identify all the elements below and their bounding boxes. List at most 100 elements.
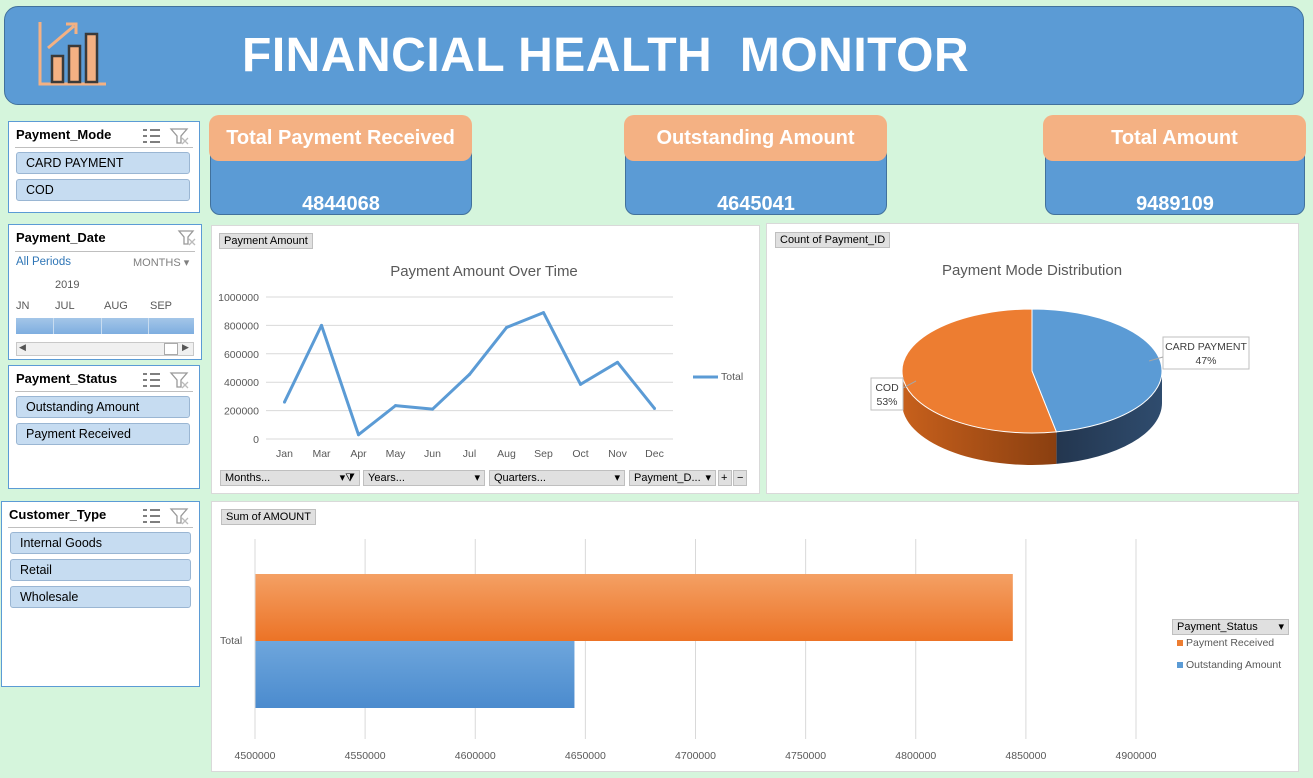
kpi-total-payment-received-label: Total Payment Received <box>209 115 472 161</box>
clear-filter-icon[interactable] <box>169 508 189 525</box>
chevron-down-icon: ▾ <box>183 257 190 269</box>
data-point[interactable] <box>357 433 360 437</box>
y-tick-label: 800000 <box>224 320 259 332</box>
bar-chart-growth-icon <box>38 22 106 86</box>
scroll-left-icon[interactable]: ◀ <box>19 343 26 353</box>
data-label-value: 47% <box>1195 355 1216 367</box>
field-button-count-payment-id[interactable]: Count of Payment_ID <box>775 232 891 248</box>
filter-applied-icon: ▾⧩ <box>339 472 355 484</box>
x-tick-label: 4750000 <box>785 750 826 762</box>
plus-icon: + <box>721 472 728 484</box>
timeline-month-aug[interactable]: AUG <box>104 300 128 312</box>
timeline-selection-bar[interactable] <box>16 318 194 334</box>
y-tick-label: 200000 <box>224 406 259 418</box>
x-tick-label: 4500000 <box>235 750 276 762</box>
slicer-item-retail[interactable]: Retail <box>10 559 191 581</box>
legend-label-total: Total <box>721 371 743 383</box>
slicer-item-payment-received[interactable]: Payment Received <box>16 423 190 445</box>
data-label-name: CARD PAYMENT <box>1165 341 1247 353</box>
data-point[interactable] <box>542 311 545 315</box>
legend-title: Payment_Status <box>1177 621 1258 633</box>
filter-button-months[interactable]: Months... ▾⧩ <box>220 470 360 486</box>
clear-filter-icon[interactable] <box>177 229 197 247</box>
slicer-item-internal-goods[interactable]: Internal Goods <box>10 532 191 554</box>
data-label-cod: COD 53% <box>870 377 904 411</box>
clear-filter-icon[interactable] <box>169 372 189 389</box>
slicer-customer-type: Customer_Type Internal Goods Retail Whol… <box>1 501 200 687</box>
filter-label: Years... <box>368 472 405 484</box>
slicer-title: Payment_Mode <box>16 127 112 142</box>
bar-outstanding-amount[interactable] <box>255 641 575 708</box>
x-tick-label: Aug <box>497 448 516 460</box>
x-tick-label: 4550000 <box>345 750 386 762</box>
legend-label-outstanding-amount: Outstanding Amount <box>1186 659 1281 671</box>
data-point[interactable] <box>579 382 582 386</box>
slicer-item-outstanding-amount[interactable]: Outstanding Amount <box>16 396 190 418</box>
kpi-total-amount-label: Total Amount <box>1043 115 1306 161</box>
x-tick-label: Sep <box>534 448 553 460</box>
data-point[interactable] <box>505 326 508 330</box>
pie-slice-cod[interactable] <box>901 308 1058 434</box>
data-label-card-payment: CARD PAYMENT 47% <box>1162 336 1250 370</box>
all-periods-label: All Periods <box>16 256 71 268</box>
field-button-payment-amount[interactable]: Payment Amount <box>219 233 313 249</box>
chevron-down-icon: ▾ <box>705 472 711 484</box>
x-tick-label: Oct <box>572 448 588 460</box>
timeline-month-sep[interactable]: SEP <box>150 300 173 312</box>
time-level-dropdown[interactable]: MONTHS ▾ <box>133 256 189 269</box>
data-point[interactable] <box>394 404 397 408</box>
line-chart-panel <box>211 225 760 494</box>
field-button-sum-of-amount[interactable]: Sum of AMOUNT <box>221 509 316 525</box>
slicer-item-cod[interactable]: COD <box>16 179 190 201</box>
x-tick-label: Dec <box>645 448 664 460</box>
chart-title: Payment Mode Distribution <box>942 262 1122 279</box>
slicer-item-card-payment[interactable]: CARD PAYMENT <box>16 152 190 174</box>
pie-slice-card-payment[interactable] <box>1031 308 1163 433</box>
legend-filter-payment-status[interactable]: Payment_Status ▾ <box>1172 619 1289 635</box>
multi-select-icon[interactable] <box>143 373 160 387</box>
timeline-scrollbar[interactable]: ◀ ▶ <box>16 342 194 356</box>
data-point[interactable] <box>653 406 656 410</box>
timeline-month-jul[interactable]: JUL <box>55 300 75 312</box>
expand-field-button[interactable]: + <box>718 470 732 486</box>
time-level-label: MONTHS <box>133 257 181 269</box>
kpi-outstanding-amount-label: Outstanding Amount <box>624 115 887 161</box>
y-tick-label: 1000000 <box>218 292 259 304</box>
x-tick-label: Nov <box>608 448 627 460</box>
multi-select-icon[interactable] <box>143 129 160 143</box>
data-point[interactable] <box>468 372 471 376</box>
collapse-field-button[interactable]: − <box>733 470 747 486</box>
dashboard-header <box>4 6 1304 105</box>
filter-button-quarters[interactable]: Quarters... ▾ <box>489 470 625 486</box>
x-tick-label: 4850000 <box>1005 750 1046 762</box>
leader-line <box>1148 356 1164 362</box>
slicer-title: Customer_Type <box>9 507 107 522</box>
timeline-title: Payment_Date <box>16 230 106 245</box>
y-category-label: Total <box>220 635 242 647</box>
chevron-down-icon: ▾ <box>1278 621 1284 633</box>
x-tick-label: Jun <box>424 448 441 460</box>
multi-select-icon[interactable] <box>143 509 160 523</box>
bar-payment-received[interactable] <box>255 574 1013 641</box>
scroll-right-icon[interactable]: ▶ <box>182 343 189 353</box>
x-tick-label: 4900000 <box>1116 750 1157 762</box>
page-title: FINANCIAL HEALTH MONITOR <box>242 29 970 82</box>
data-point[interactable] <box>431 407 434 411</box>
data-point[interactable] <box>320 323 323 327</box>
minus-icon: − <box>737 472 744 484</box>
clear-filter-icon[interactable] <box>169 128 189 145</box>
x-tick-label: Apr <box>350 448 367 460</box>
data-point[interactable] <box>283 400 286 404</box>
y-tick-label: 0 <box>253 434 259 446</box>
filter-label: Months... <box>225 472 271 484</box>
slicer-item-wholesale[interactable]: Wholesale <box>10 586 191 608</box>
x-tick-label: Mar <box>312 448 331 460</box>
slicer-payment-mode: Payment_Mode CARD PAYMENT COD <box>8 121 200 213</box>
data-label-name: COD <box>875 382 899 394</box>
data-point[interactable] <box>616 360 619 364</box>
filter-button-payment-date[interactable]: Payment_D... ▾ <box>629 470 716 486</box>
timeline-month-jn[interactable]: JN <box>16 300 30 312</box>
data-label-value: 53% <box>876 396 897 408</box>
scroll-thumb[interactable] <box>164 343 178 355</box>
filter-button-years[interactable]: Years... ▾ <box>363 470 485 486</box>
